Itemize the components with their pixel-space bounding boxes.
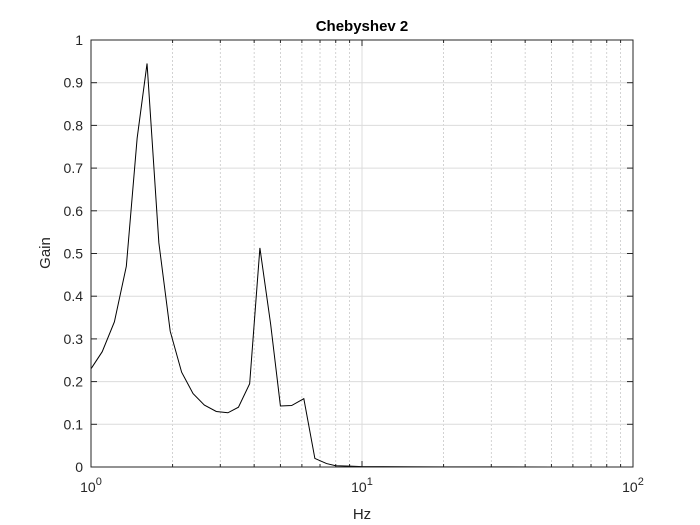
x-tick-label: 101 <box>351 476 373 495</box>
y-axis-label: Gain <box>37 237 54 269</box>
y-tick-label: 0.4 <box>64 288 84 304</box>
chart-title: Chebyshev 2 <box>316 18 409 35</box>
y-tick-label: 0.2 <box>64 374 84 390</box>
y-tick-label: 0.1 <box>64 416 84 432</box>
x-tick-label: 100 <box>80 476 102 495</box>
y-tick-labels: 0 0.1 0.2 0.3 0.4 0.5 0.6 0.7 0.8 0.9 1 <box>64 32 84 475</box>
x-tick-label: 102 <box>622 476 644 495</box>
y-tick-label: 0.5 <box>64 246 84 262</box>
y-tick-label: 0.7 <box>64 160 84 176</box>
y-tick-label: 0 <box>75 459 83 475</box>
y-tick-label: 1 <box>75 32 83 48</box>
y-tick-label: 0.3 <box>64 331 84 347</box>
y-tick-label: 0.6 <box>64 203 84 219</box>
y-tick-label: 0.8 <box>64 117 84 133</box>
y-tick-label: 0.9 <box>64 75 84 91</box>
axes-box <box>90 39 634 468</box>
x-tick-labels: 100 101 102 <box>80 476 644 495</box>
x-axis-label: Hz <box>353 506 371 523</box>
